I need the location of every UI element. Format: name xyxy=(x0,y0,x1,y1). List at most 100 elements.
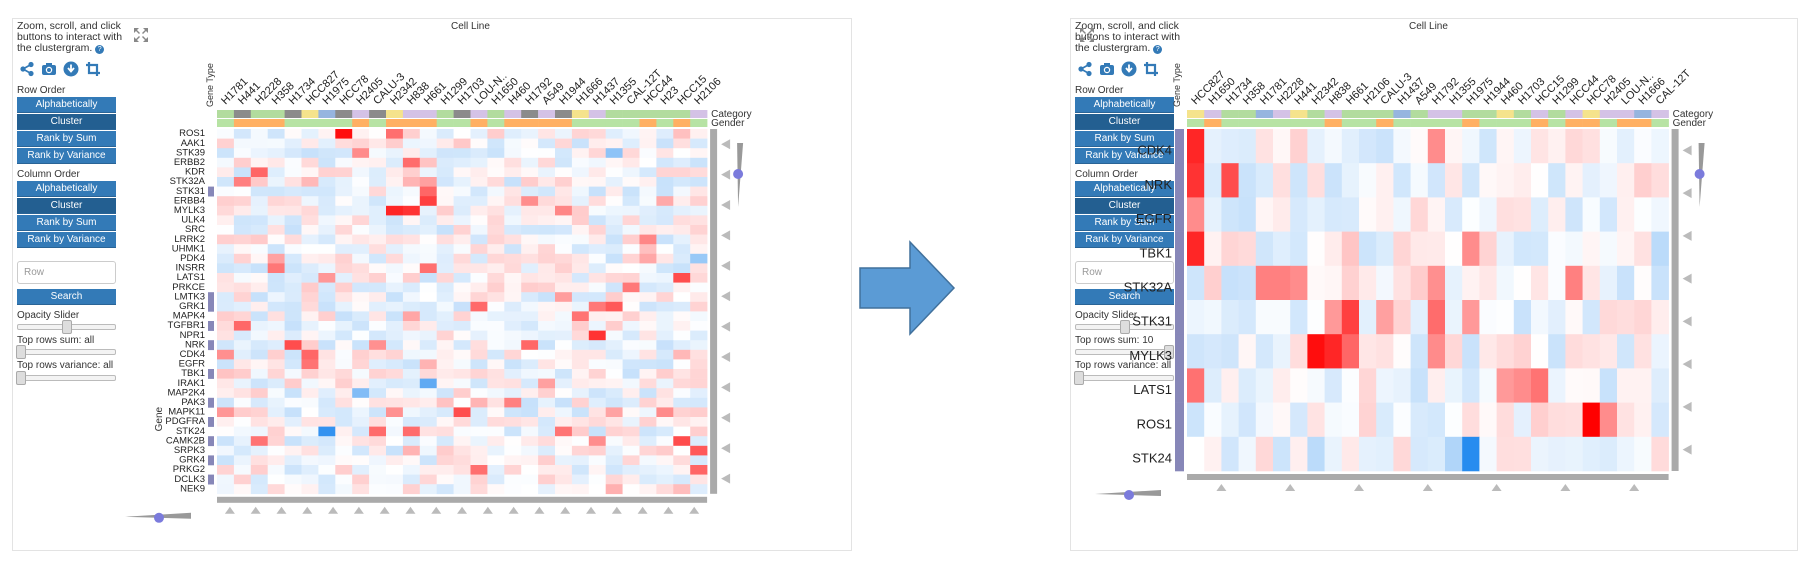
heatmap-cell[interactable] xyxy=(555,369,573,379)
heatmap-cell[interactable] xyxy=(318,253,336,264)
heatmap-cell[interactable] xyxy=(419,253,437,264)
heatmap-cell[interactable] xyxy=(436,138,454,149)
col-rank-sum-button[interactable]: Rank by Sum xyxy=(17,215,116,231)
heatmap-cell[interactable] xyxy=(690,196,708,207)
opacity-slider[interactable] xyxy=(17,320,116,334)
col-cluster-button[interactable]: Cluster xyxy=(1075,198,1174,214)
heatmap-cell[interactable] xyxy=(504,186,522,197)
heatmap-cell[interactable] xyxy=(453,349,471,360)
heatmap-cell[interactable] xyxy=(1445,265,1463,301)
heatmap-cell[interactable] xyxy=(453,359,471,370)
heatmap-cell[interactable] xyxy=(267,138,285,149)
heatmap-cell[interactable] xyxy=(301,321,319,331)
heatmap-cell[interactable] xyxy=(436,244,454,255)
heatmap-cell[interactable] xyxy=(267,253,285,264)
heatmap-cell[interactable] xyxy=(1634,129,1652,164)
heatmap-cell[interactable] xyxy=(1221,436,1239,472)
heatmap-cell[interactable] xyxy=(470,138,488,149)
heatmap-cell[interactable] xyxy=(588,445,606,456)
row-label[interactable]: IRAK1 xyxy=(178,378,205,389)
heatmap-cell[interactable] xyxy=(1376,402,1394,438)
heatmap-cell[interactable] xyxy=(1617,129,1635,164)
heatmap-cell[interactable] xyxy=(538,138,556,149)
heatmap-cell[interactable] xyxy=(335,388,353,399)
heatmap-cell[interactable] xyxy=(284,426,302,437)
heatmap-cell[interactable] xyxy=(555,436,573,447)
heatmap-cell[interactable] xyxy=(639,426,657,437)
heatmap-cell[interactable] xyxy=(470,445,488,456)
row-label[interactable]: MYLK3 xyxy=(1129,348,1172,363)
heatmap-cell[interactable] xyxy=(555,426,573,437)
heatmap-cell[interactable] xyxy=(1410,402,1429,438)
heatmap-cell[interactable] xyxy=(1548,368,1566,403)
heatmap-cell[interactable] xyxy=(1531,368,1549,403)
heatmap-cell[interactable] xyxy=(386,388,404,399)
column-dendro-triangle[interactable] xyxy=(663,506,674,514)
heatmap-cell[interactable] xyxy=(470,186,488,197)
heatmap-cell[interactable] xyxy=(639,388,657,399)
heatmap-cell[interactable] xyxy=(656,138,674,149)
heatmap-cell[interactable] xyxy=(487,148,505,159)
heatmap-cell[interactable] xyxy=(369,359,387,370)
heatmap-cell[interactable] xyxy=(301,205,319,216)
heatmap-cell[interactable] xyxy=(250,167,268,178)
heatmap-cell[interactable] xyxy=(673,167,691,178)
heatmap-cell[interactable] xyxy=(1307,402,1325,438)
heatmap-cell[interactable] xyxy=(402,465,421,475)
heatmap-cell[interactable] xyxy=(233,417,252,427)
heatmap-cell[interactable] xyxy=(504,445,522,456)
heatmap-cell[interactable] xyxy=(1238,334,1257,369)
column-dendro-triangle[interactable] xyxy=(560,506,571,514)
heatmap-cell[interactable] xyxy=(402,311,421,322)
heatmap-cell[interactable] xyxy=(352,388,370,399)
heatmap-cell[interactable] xyxy=(538,129,556,139)
heatmap-cell[interactable] xyxy=(284,388,302,399)
heatmap-cell[interactable] xyxy=(1617,197,1635,232)
heatmap-cell[interactable] xyxy=(571,282,590,293)
heatmap-cell[interactable] xyxy=(470,436,488,447)
heatmap-cell[interactable] xyxy=(487,349,505,360)
heatmap-cell[interactable] xyxy=(521,426,539,437)
heatmap-cell[interactable] xyxy=(402,340,421,351)
heatmap-cell[interactable] xyxy=(656,340,674,351)
heatmap-cell[interactable] xyxy=(1548,163,1566,198)
heatmap-cell[interactable] xyxy=(436,263,454,274)
heatmap-cell[interactable] xyxy=(622,445,640,456)
heatmap-cell[interactable] xyxy=(521,359,539,370)
heatmap-cell[interactable] xyxy=(369,397,387,408)
heatmap-cell[interactable] xyxy=(605,196,623,207)
heatmap-cell[interactable] xyxy=(402,426,421,437)
column-dendro-triangle[interactable] xyxy=(302,506,313,514)
heatmap-cell[interactable] xyxy=(690,484,708,495)
heatmap-cell[interactable] xyxy=(267,465,285,475)
heatmap-cell[interactable] xyxy=(250,129,268,139)
heatmap-cell[interactable] xyxy=(453,311,471,322)
heatmap-cell[interactable] xyxy=(656,369,674,379)
clustergram-right[interactable]: CDK4NRKEGFRTBK1STK32ASTK31MYLK3LATS1ROS1… xyxy=(1071,19,1797,550)
heatmap-cell[interactable] xyxy=(690,244,708,255)
heatmap-cell[interactable] xyxy=(284,177,302,187)
heatmap-cell[interactable] xyxy=(1479,265,1497,301)
heatmap-cell[interactable] xyxy=(301,301,319,312)
row-label[interactable]: LATS1 xyxy=(1133,382,1172,397)
heatmap-cell[interactable] xyxy=(419,359,437,370)
heatmap-cell[interactable] xyxy=(639,369,657,379)
heatmap-cell[interactable] xyxy=(1462,300,1480,335)
heatmap-cell[interactable] xyxy=(1462,231,1480,267)
heatmap-cell[interactable] xyxy=(1531,402,1549,438)
heatmap-cell[interactable] xyxy=(673,378,691,389)
heatmap-cell[interactable] xyxy=(419,157,437,168)
heatmap-cell[interactable] xyxy=(267,330,285,341)
heatmap-cell[interactable] xyxy=(1255,300,1274,335)
heatmap-cell[interactable] xyxy=(504,205,522,216)
heatmap-cell[interactable] xyxy=(419,321,437,331)
crop-icon[interactable] xyxy=(85,61,101,77)
heatmap-cell[interactable] xyxy=(335,301,353,312)
heatmap-cell[interactable] xyxy=(1204,265,1222,301)
heatmap-cell[interactable] xyxy=(504,417,522,427)
heatmap-cell[interactable] xyxy=(1427,334,1446,369)
heatmap-cell[interactable] xyxy=(436,388,454,399)
heatmap-cell[interactable] xyxy=(1617,231,1635,267)
heatmap-cell[interactable] xyxy=(453,292,471,303)
heatmap-cell[interactable] xyxy=(419,369,437,379)
